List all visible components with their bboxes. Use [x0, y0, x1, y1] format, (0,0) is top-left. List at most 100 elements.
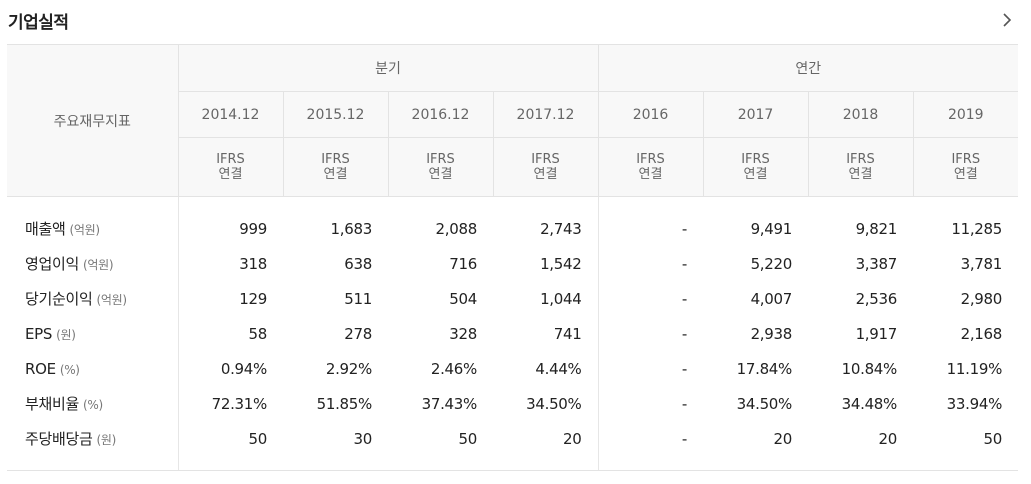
value-cell: 72.31% [177, 386, 283, 421]
standard-header: IFRS 연결 [912, 137, 1019, 197]
value-cell: 34.48% [841, 394, 898, 413]
metric-name: 주당배당금 [25, 430, 93, 448]
standard-header: IFRS 연결 [387, 137, 493, 197]
value-cell: 2,536 [855, 289, 898, 308]
table-row: ROE (%) 0.94% 2.92% 2.46% 4.44% -17.84% 10.84% 1… [7, 351, 1018, 386]
value-cell: 0.94% [177, 351, 283, 386]
value-cell: 5,220 [750, 254, 793, 273]
standard-ifrs: IFRS [216, 152, 245, 167]
value-cell: - [597, 281, 704, 316]
value-cell: 328 [449, 324, 477, 343]
row-label: 주당배당금 (원) [7, 421, 178, 456]
metric-name: 매출액 [25, 220, 66, 238]
value-cell: - [597, 211, 704, 246]
value-cell: 20 [878, 429, 898, 448]
value-cell: 318 [177, 246, 283, 281]
value-cell: 30 [353, 429, 373, 448]
standard-consolidated: 연결 [638, 167, 663, 182]
metric-name: 부채비율 [25, 395, 80, 413]
value-cell: 2,168 [960, 324, 1003, 343]
value-cell: 4,007 [750, 289, 793, 308]
period-header: 2016.12 [387, 91, 493, 138]
table-row: 매출액 (억원) 999 1,683 2,088 2,743-9,491 9,821 11,2… [7, 211, 1018, 246]
period-header: 2016 [597, 91, 704, 138]
value-cell: 504 [449, 289, 477, 308]
value-cell: 278 [344, 324, 372, 343]
value-cell: 1,044 [540, 289, 582, 308]
row-label: 매출액 (억원) [7, 211, 178, 246]
period-header: 2017 [702, 91, 809, 138]
value-cell: 741 [553, 324, 582, 343]
metric-name: EPS [25, 324, 53, 343]
standard-header: IFRS 연결 [597, 137, 704, 197]
value-cell: 3,781 [960, 254, 1003, 273]
value-cell: 51.85% [316, 394, 373, 413]
period-header: 2014.12 [177, 91, 283, 138]
value-cell: 9,821 [855, 219, 898, 238]
row-label: 부채비율 (%) [7, 386, 178, 421]
metric-name: 당기순이익 [25, 290, 93, 308]
standard-ifrs: IFRS [951, 152, 981, 167]
standard-consolidated: 연결 [533, 167, 558, 182]
value-cell: 50 [983, 429, 1003, 448]
value-cell: 58 [177, 316, 283, 351]
metric-unit: (%) [83, 398, 103, 412]
value-cell: 11,285 [951, 219, 1003, 238]
section-header: 기업실적 [0, 0, 1031, 40]
standard-header: IFRS 연결 [177, 137, 283, 197]
standard-ifrs: IFRS [846, 152, 875, 167]
table-row: 당기순이익 (억원) 129 511 504 1,044-4,007 2,536 2,980 [7, 281, 1018, 316]
value-cell: 2,938 [750, 324, 793, 343]
metric-unit: (억원) [83, 258, 114, 272]
value-cell: 999 [177, 211, 283, 246]
metric-unit: (억원) [96, 293, 128, 307]
value-cell: 17.84% [736, 359, 793, 378]
value-cell: 37.43% [421, 394, 478, 413]
row-label: 영업이익 (억원) [7, 246, 178, 281]
standard-ifrs: IFRS [636, 152, 665, 167]
chevron-right-icon[interactable] [997, 10, 1017, 30]
value-cell: 20 [563, 429, 582, 448]
value-cell: 716 [449, 254, 477, 273]
value-cell: 129 [177, 281, 283, 316]
standard-header: IFRS 연결 [702, 137, 809, 197]
standard-ifrs: IFRS [741, 152, 770, 167]
financial-table: 주요재무지표 분기 연간 2014.12 2015.12 2016.12 2017.1… [7, 44, 1019, 471]
standard-header: IFRS 연결 [282, 137, 388, 197]
value-cell: - [597, 316, 704, 351]
value-cell: 2.46% [430, 359, 477, 378]
standard-consolidated: 연결 [953, 167, 978, 182]
value-cell: 20 [773, 429, 793, 448]
period-header: 2015.12 [282, 91, 388, 138]
value-cell: 2,980 [960, 289, 1003, 308]
section-title: 기업실적 [8, 13, 69, 33]
value-cell: - [597, 246, 704, 281]
metric-unit: (%) [59, 362, 80, 377]
standard-consolidated: 연결 [218, 167, 243, 182]
value-cell: 1,542 [540, 254, 582, 273]
value-cell: - [597, 351, 704, 386]
table-row: 주당배당금 (원) 50 30 50 20-20 20 50 [7, 421, 1018, 456]
table-row: EPS (원) 58 278 328 741-2,938 1,917 2,168 [7, 316, 1018, 351]
value-cell: 34.50% [736, 394, 793, 413]
value-cell: 3,387 [855, 254, 898, 273]
metric-unit: (억원) [69, 223, 101, 237]
value-cell: - [597, 421, 704, 456]
value-cell: 511 [344, 289, 372, 308]
value-cell: 2,743 [540, 219, 582, 238]
period-header: 2018 [807, 91, 914, 138]
value-cell: 4.44% [535, 359, 582, 378]
metric-name: ROE [25, 359, 56, 378]
standard-consolidated: 연결 [848, 167, 873, 182]
standard-consolidated: 연결 [743, 167, 768, 182]
value-cell: 11.19% [946, 359, 1003, 378]
table-row: 영업이익 (억원) 318 638 716 1,542-5,220 3,387 3,781 [7, 246, 1018, 281]
value-cell: 34.50% [526, 394, 582, 413]
standard-consolidated: 연결 [323, 167, 348, 182]
value-cell: 2.92% [325, 359, 372, 378]
value-cell: 50 [177, 421, 283, 456]
row-label: 당기순이익 (억원) [7, 281, 178, 316]
standard-ifrs: IFRS [531, 152, 560, 167]
value-cell: 1,917 [855, 324, 898, 343]
metric-unit: (원) [96, 433, 117, 447]
